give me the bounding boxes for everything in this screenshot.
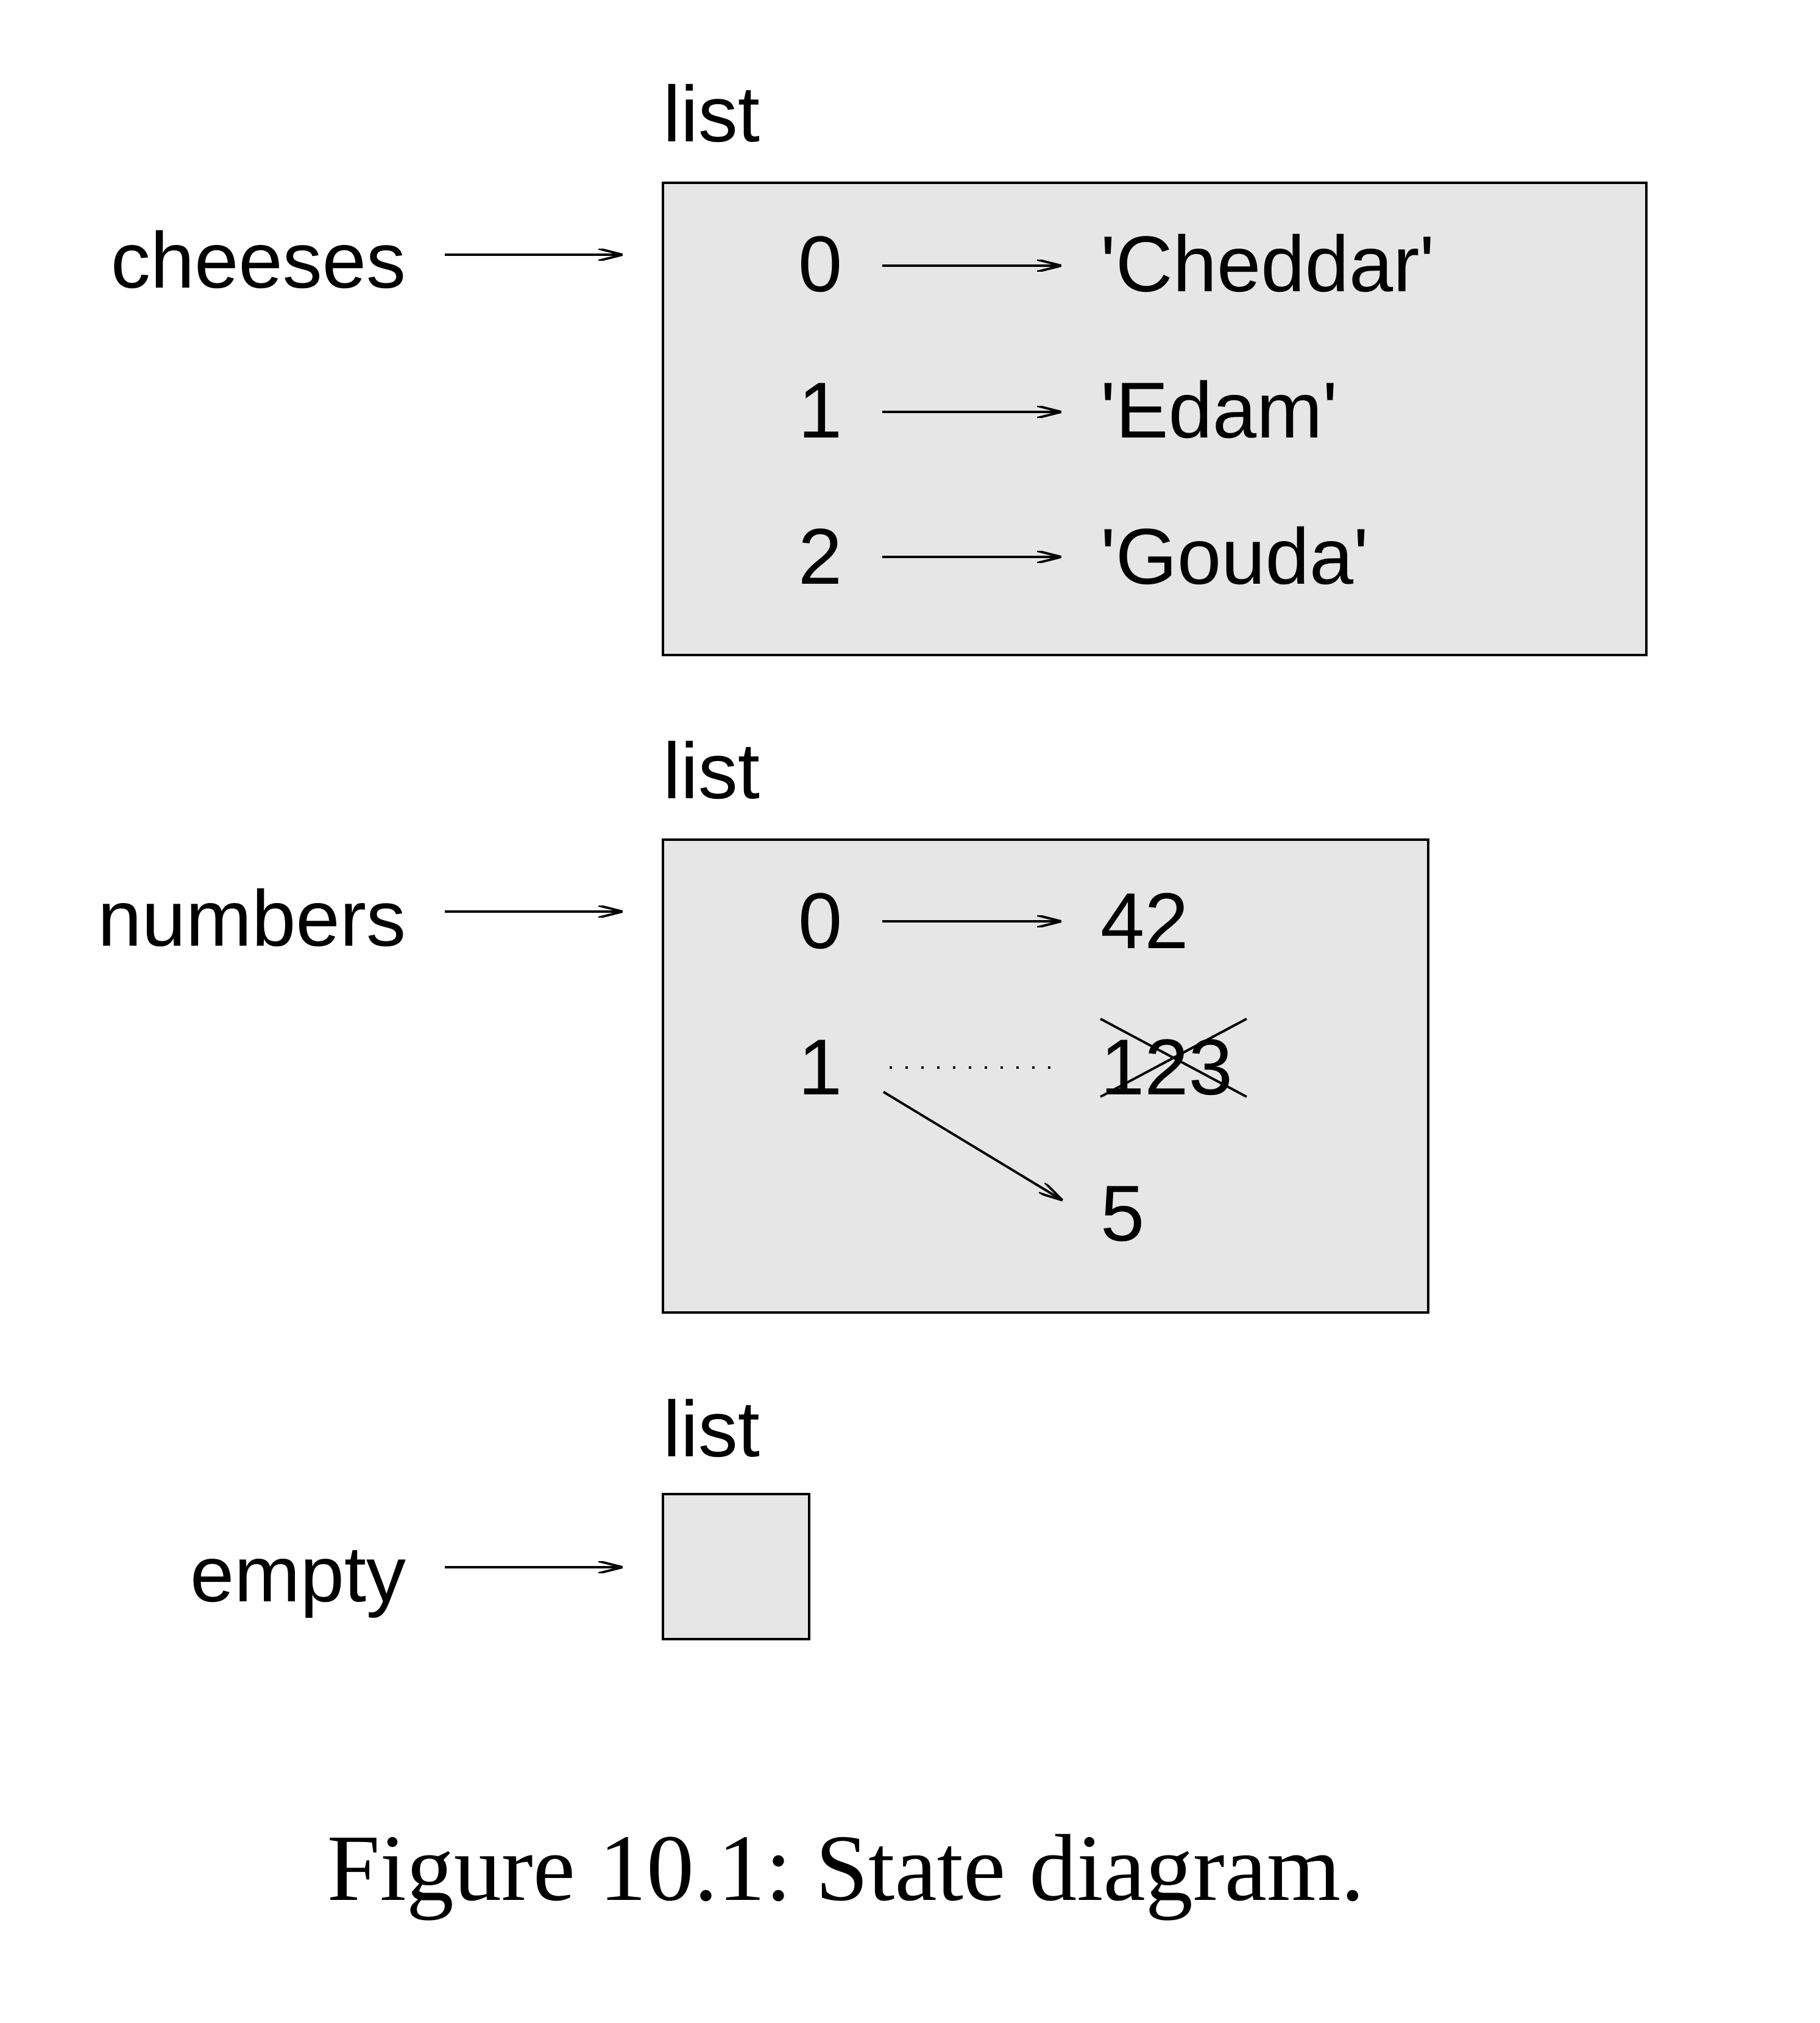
list-box (662, 1493, 810, 1640)
list-value: 'Gouda' (1100, 512, 1369, 601)
list-index: 1 (798, 1022, 842, 1111)
figure-caption: Figure 10.1: State diagram. (327, 1815, 1365, 1921)
list-type-label: list (663, 1384, 760, 1473)
list-type-label: list (663, 69, 760, 158)
list-index: 0 (798, 219, 842, 308)
variable-name-cheeses: cheeses (111, 216, 406, 305)
list-value: 'Cheddar' (1100, 219, 1434, 308)
numbers-list-group: list numbers 0 42 1 123 5 (97, 726, 1429, 1314)
list-index: 2 (798, 512, 842, 601)
empty-list-group: list empty (190, 1384, 810, 1640)
list-value: 42 (1100, 876, 1189, 965)
element-arrow (882, 1091, 1063, 1200)
strike-line (1100, 1018, 1247, 1098)
list-box (662, 838, 1429, 1314)
list-index: 0 (798, 876, 842, 965)
list-type-label: list (663, 726, 760, 815)
list-value: 5 (1100, 1169, 1144, 1258)
list-box (662, 182, 1648, 656)
variable-name-empty: empty (190, 1529, 406, 1618)
variable-name-numbers: numbers (97, 874, 406, 963)
list-value: 'Edam' (1100, 366, 1337, 455)
list-index: 1 (798, 366, 842, 455)
cheeses-list-group: list cheeses 0 'Cheddar' 1 'Edam' 2 'Gou… (111, 69, 1648, 656)
